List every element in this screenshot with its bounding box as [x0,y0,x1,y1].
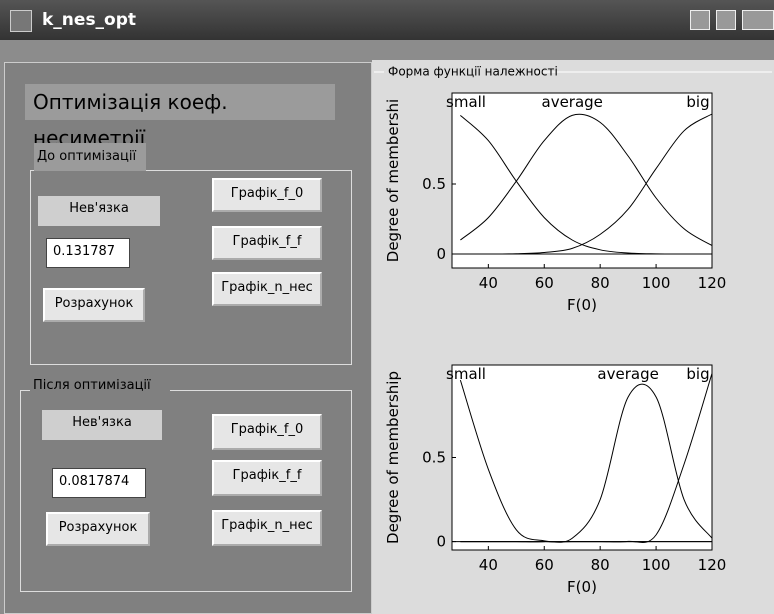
panel-title: Форма функції належності [388,65,558,79]
label: Нев'язка [42,410,162,440]
window: k_nes_opt Оптимізація коеф. несиметрії Д… [0,0,774,614]
curve-label: big [686,365,709,383]
x-axis-label: F(0) [567,296,597,314]
x-tick-label: 40 [479,556,498,574]
curve-label: small [446,93,486,111]
x-tick-label: 100 [642,556,671,574]
plots-panel: Форма функції належності 40 60 80 100 120 0 0.… [372,60,774,614]
panel-title: Після оптимізації [30,376,170,396]
button[interactable]: Графік_f_f [212,226,322,260]
calc-button[interactable]: Розрахунок [43,288,145,322]
curve-label: average [542,93,603,111]
button[interactable]: Графік_f_0 [212,414,322,450]
header: Оптимізація коеф. несиметрії [25,84,335,120]
window-icon [10,10,32,32]
panel-title: До оптимізації [34,143,146,171]
y-axis-label: Degree of membershi [384,99,402,262]
curve-label: small [446,365,486,383]
label: Нев'язка [38,196,160,226]
close-button[interactable] [742,10,774,30]
x-tick-label: 60 [535,556,554,574]
x-tick-label: 80 [591,274,610,292]
y-tick-label: 0.5 [422,449,446,467]
y-tick-label: 0 [436,533,446,551]
value-field[interactable]: 0.0817874 [52,468,146,498]
button[interactable]: Графік_f_f [212,460,322,496]
y-tick-label: 0 [436,245,446,263]
x-axis-label: F(0) [567,578,597,596]
x-tick-label: 80 [591,556,610,574]
x-tick-label: 120 [698,556,727,574]
button[interactable]: Графік_f_0 [212,178,322,212]
x-tick-label: 40 [479,274,498,292]
curve-label: big [686,93,709,111]
y-tick-label: 0.5 [422,175,446,193]
x-tick-label: 120 [698,274,727,292]
button[interactable]: Графік_n_нес [212,272,322,306]
calc-button[interactable]: Розрахунок [46,512,150,546]
curve-label: average [597,365,658,383]
axes-box [452,93,712,268]
title-bar: k_nes_opt [0,0,774,40]
button[interactable]: Графік_n_нес [212,510,322,546]
minimize-button[interactable] [690,10,710,30]
x-tick-label: 100 [642,274,671,292]
value-field[interactable]: 0.131787 [46,238,130,268]
maximize-button[interactable] [716,10,736,30]
x-tick-label: 60 [535,274,554,292]
y-axis-label: Degree of membership [384,371,402,544]
